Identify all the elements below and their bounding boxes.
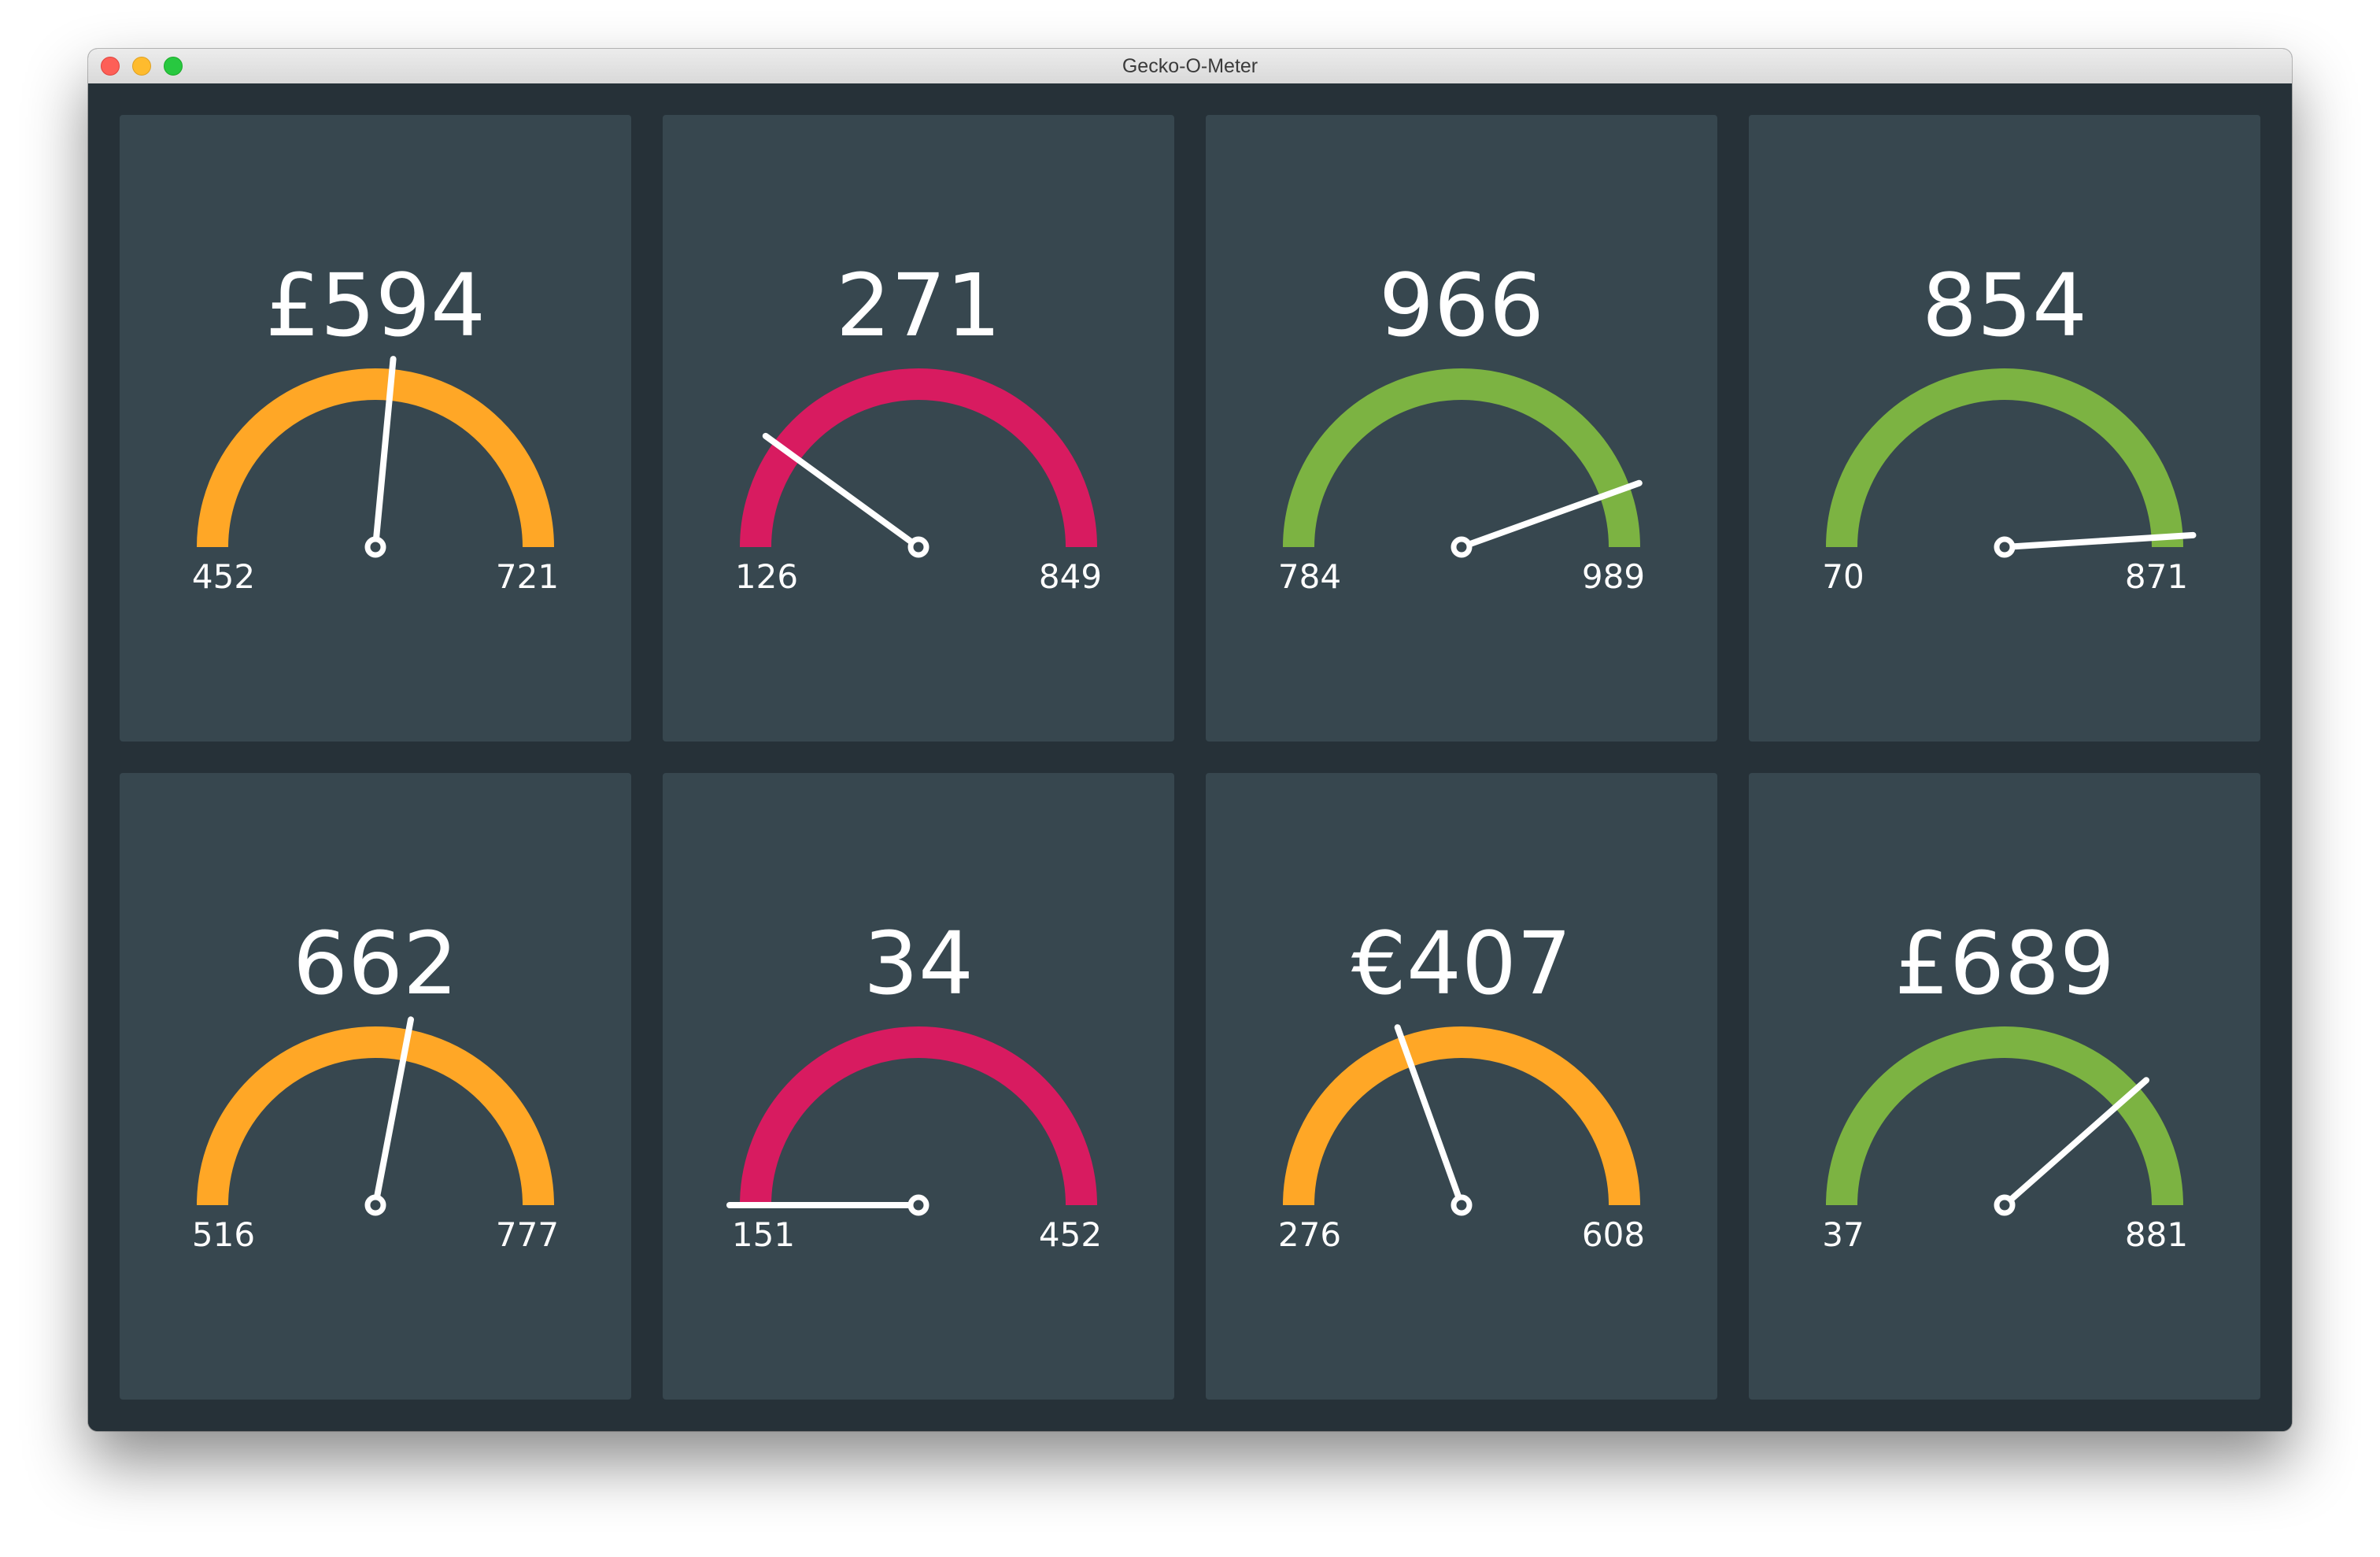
minimize-window-button[interactable]	[132, 57, 151, 76]
gauge-value: 854	[1922, 255, 2087, 356]
gauge-widget: €407 276 608	[1278, 913, 1645, 1254]
maximize-window-button[interactable]	[164, 57, 183, 76]
gauge-arc	[197, 1026, 554, 1206]
gauge-arc	[1283, 1026, 1640, 1206]
gauge-hub	[907, 1194, 929, 1216]
gauge-widget: £689 37 881	[1822, 913, 2188, 1254]
gauge-max-label: 608	[1582, 1215, 1645, 1254]
gauge-hub	[1451, 536, 1473, 558]
gauge-min-label: 516	[192, 1215, 255, 1254]
gauge-value: £594	[265, 255, 486, 356]
app-window: Gecko-O-Meter £594 452 721 271 126	[88, 49, 2292, 1431]
gauge-tile: 271 126 849	[663, 115, 1174, 742]
gauge-value: 966	[1379, 255, 1544, 356]
gauge-widget: 854 70 871	[1822, 255, 2197, 596]
gauge-hub	[1451, 1194, 1473, 1216]
gauge-value: 34	[863, 913, 974, 1014]
gauge-needle	[762, 432, 922, 550]
gauge-value: 271	[836, 255, 1001, 356]
gauge-min-label: 151	[732, 1215, 795, 1254]
gauge-min-label: 126	[735, 557, 798, 596]
gauge-needle	[2001, 1077, 2149, 1208]
gauge-min-label: 452	[192, 557, 255, 596]
gauge-min-label: 276	[1278, 1215, 1341, 1254]
gauge-widget: £594 452 721	[192, 255, 559, 596]
gauge-widget: 34 151 452	[726, 913, 1102, 1254]
gauge-value: €407	[1351, 913, 1572, 1014]
gauge-max-label: 881	[2125, 1215, 2188, 1254]
gauge-max-label: 989	[1582, 557, 1645, 596]
gauge-tile: £689 37 881	[1749, 773, 2260, 1400]
window-title: Gecko-O-Meter	[1122, 55, 1258, 77]
gauge-dashboard: £594 452 721 271 126 849 966 784	[88, 83, 2292, 1431]
gauge-max-label: 777	[496, 1215, 559, 1254]
gauge-widget: 966 784 989	[1278, 255, 1645, 596]
gauge-hub	[364, 1194, 386, 1216]
gauge-needle	[372, 356, 397, 550]
gauge-tile: 34 151 452	[663, 773, 1174, 1400]
gauge-needle	[372, 1016, 414, 1208]
gauge-hub	[1994, 1194, 2016, 1216]
gauge-arc	[1826, 1026, 2183, 1206]
gauge-hub	[1994, 536, 2016, 558]
close-window-button[interactable]	[101, 57, 120, 76]
gauge-needle	[1394, 1024, 1465, 1208]
gauge-arc	[1283, 368, 1640, 548]
gauge-needle	[1458, 479, 1643, 550]
gauge-max-label: 721	[496, 557, 559, 596]
gauge-widget: 271 126 849	[735, 255, 1102, 596]
gauge-max-label: 849	[1039, 557, 1102, 596]
title-bar[interactable]: Gecko-O-Meter	[88, 49, 2292, 84]
gauge-tile: £594 452 721	[120, 115, 631, 742]
gauge-tile: 662 516 777	[120, 773, 631, 1400]
gauge-max-label: 871	[2125, 557, 2188, 596]
gauge-tile: €407 276 608	[1206, 773, 1717, 1400]
gauge-arc	[1826, 368, 2183, 548]
gauge-min-label: 70	[1822, 557, 1864, 596]
gauge-tile: 966 784 989	[1206, 115, 1717, 742]
gauge-hub	[907, 536, 929, 558]
gauge-arc	[197, 368, 554, 548]
gauge-widget: 662 516 777	[192, 913, 559, 1254]
gauge-tile: 854 70 871	[1749, 115, 2260, 742]
gauge-arc	[740, 368, 1097, 548]
gauge-min-label: 784	[1278, 557, 1341, 596]
gauge-needle	[2001, 531, 2197, 550]
gauge-min-label: 37	[1822, 1215, 1864, 1254]
gauge-max-label: 452	[1039, 1215, 1102, 1254]
gauge-value: £689	[1894, 913, 2115, 1014]
gauge-hub	[364, 536, 386, 558]
gauge-value: 662	[293, 913, 458, 1014]
gauge-arc	[740, 1026, 1097, 1206]
